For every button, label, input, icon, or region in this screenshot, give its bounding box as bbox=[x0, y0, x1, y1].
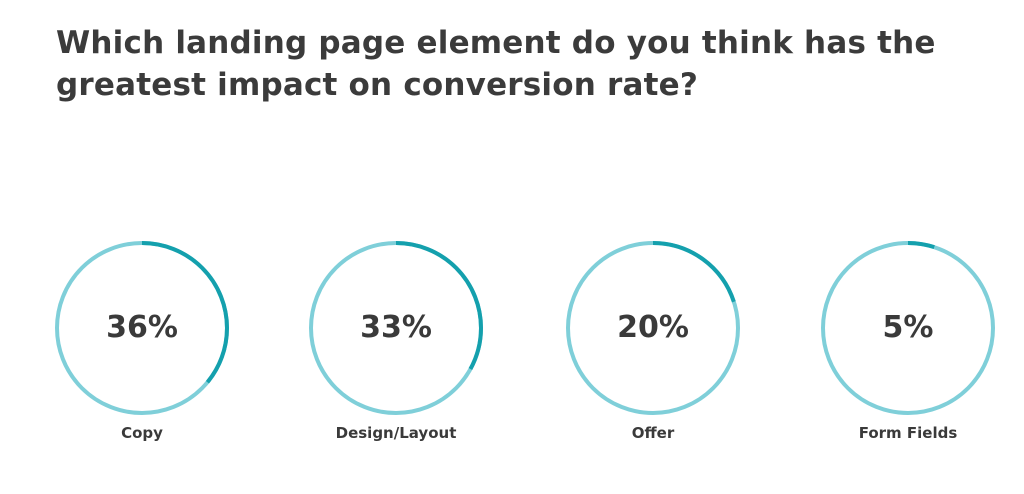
value-copy: 36% bbox=[106, 310, 178, 345]
value-offer: 20% bbox=[617, 310, 689, 345]
chart-title-line-1: Which landing page element do you think … bbox=[56, 25, 936, 61]
ring-chart-form-fields bbox=[821, 241, 995, 415]
label-design-layout: Design/Layout bbox=[335, 424, 457, 442]
label-offer: Offer bbox=[631, 424, 675, 442]
ring-offer: 20% bbox=[565, 240, 741, 416]
ring-copy: 36% bbox=[54, 240, 230, 416]
chart-title-line-2: greatest impact on conversion rate? bbox=[56, 67, 699, 103]
ring-arc-copy bbox=[55, 241, 229, 415]
label-copy: Copy bbox=[121, 424, 163, 442]
ring-chart-design-layout bbox=[309, 241, 483, 415]
chart-title: Which landing page element do you think … bbox=[56, 22, 956, 106]
value-form-fields: 5% bbox=[882, 310, 934, 345]
label-form-fields: Form Fields bbox=[858, 424, 958, 442]
value-design-layout: 33% bbox=[360, 310, 432, 345]
ring-arc-offer bbox=[566, 241, 740, 415]
ring-arc-design-layout bbox=[309, 241, 483, 415]
ring-form-fields: 5% bbox=[820, 240, 996, 416]
ring-chart-copy bbox=[55, 241, 229, 415]
ring-design-layout: 33% bbox=[308, 240, 484, 416]
ring-chart-offer bbox=[566, 241, 740, 415]
ring-arc-form-fields bbox=[821, 241, 995, 415]
